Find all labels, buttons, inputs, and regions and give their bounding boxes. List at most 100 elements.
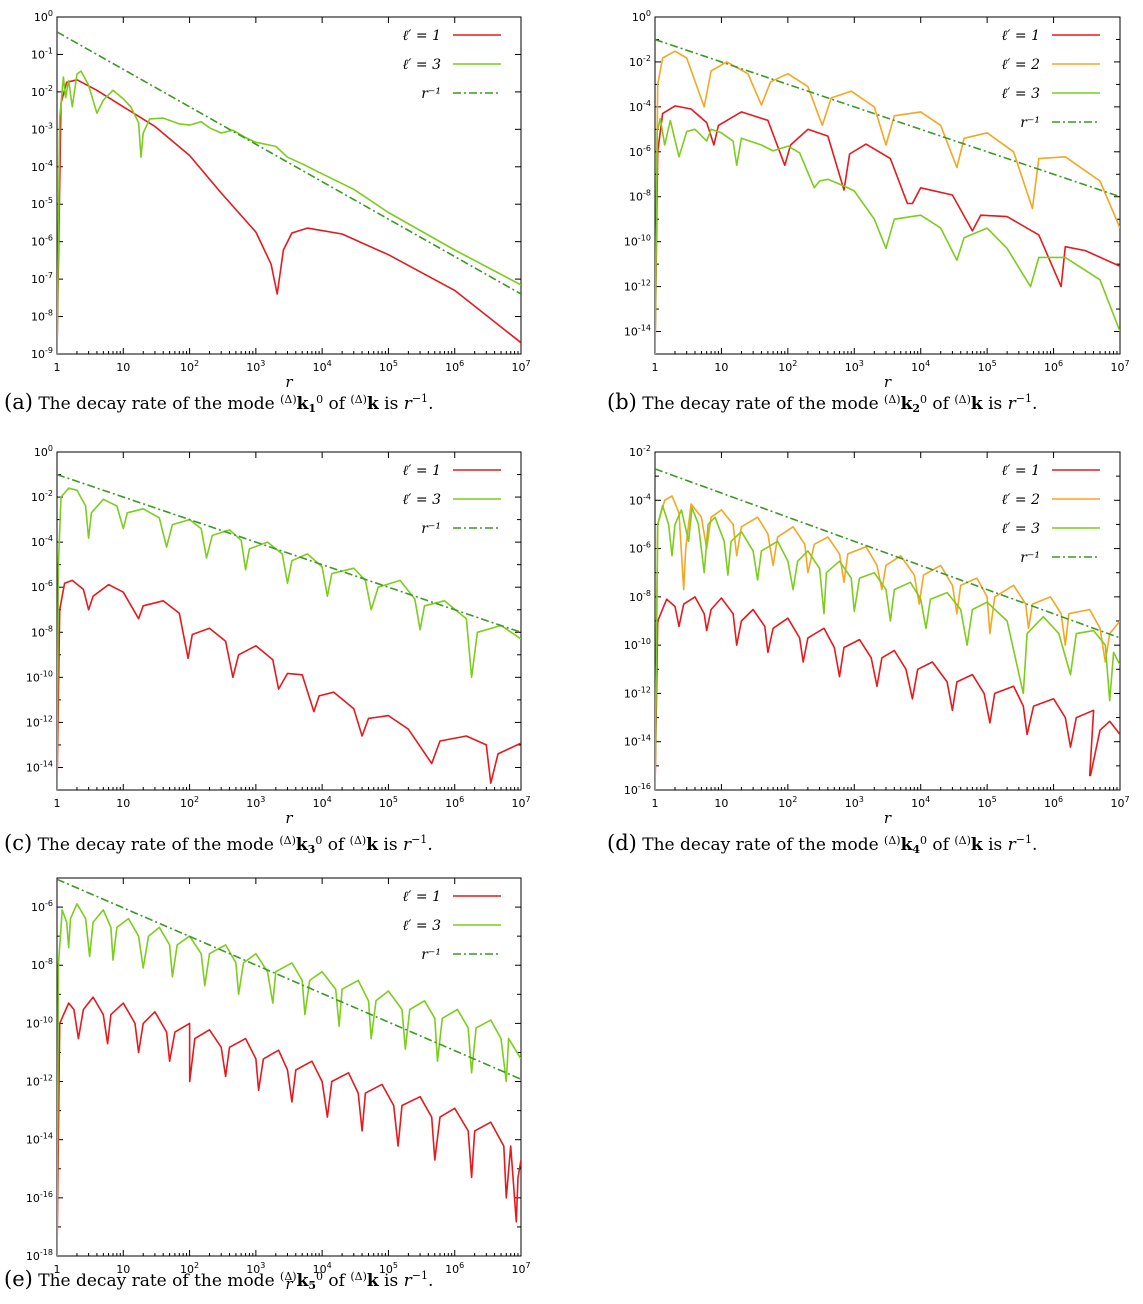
plot-frame xyxy=(56,451,522,791)
series-line-ref xyxy=(655,468,1120,639)
legend-label: ℓ′ = 1 xyxy=(1001,463,1040,479)
y-tick-label: 10-1 xyxy=(31,46,53,61)
y-tick-label: 10-7 xyxy=(31,271,53,286)
legend: ℓ′ = 1 ℓ′ = 2 ℓ′ = 3 r⁻¹ xyxy=(1001,463,1100,566)
x-axis-label: r xyxy=(285,1275,293,1293)
x-tick-label: 102 xyxy=(180,795,199,810)
x-tick-label: 107 xyxy=(1110,359,1129,374)
plot-frame xyxy=(56,877,522,1257)
x-tick-label: 106 xyxy=(1044,359,1063,374)
legend: ℓ′ = 1 ℓ′ = 2 ℓ′ = 3 r⁻¹ xyxy=(1001,28,1100,131)
panel-c: 1 10 102 103 104 105 106 107 100 10-2 10-4 10-6 10-8… xyxy=(4,444,531,856)
panel-caption: (c) The decay rate of the mode (Δ)k30 of… xyxy=(4,831,433,856)
plot-frame xyxy=(654,451,1121,791)
y-tick-label: 10-2 xyxy=(31,489,53,504)
x-tick-label: 1 xyxy=(54,1263,61,1276)
x-tick-label: 103 xyxy=(845,359,864,374)
y-tick-label: 10-8 xyxy=(31,957,53,972)
x-axis-label: r xyxy=(884,809,892,827)
panel-b: 1 10 102 103 104 105 106 107 100 10-2 10-4 10-6 10-8… xyxy=(607,9,1130,415)
x-tick-label: 103 xyxy=(845,795,864,810)
legend-label: ℓ′ = 1 xyxy=(402,28,441,44)
legend-label: ℓ′ = 2 xyxy=(1001,57,1040,73)
y-tick-label: 10-14 xyxy=(26,1132,53,1147)
y-tick-label: 10-10 xyxy=(624,234,651,249)
x-axis-label: r xyxy=(285,373,293,391)
legend-label: r⁻¹ xyxy=(421,86,441,102)
y-tick-label: 10-8 xyxy=(31,309,53,324)
x-tick-label: 1 xyxy=(652,797,659,810)
plot-frame xyxy=(654,16,1121,355)
legend-label: ℓ′ = 3 xyxy=(1001,521,1040,537)
x-tick-label: 103 xyxy=(246,795,265,810)
x-tick-label: 104 xyxy=(313,795,332,810)
y-tick-label: 10-10 xyxy=(26,669,53,684)
panel-caption: (b) The decay rate of the mode (Δ)k20 of… xyxy=(607,390,1037,415)
legend-label: ℓ′ = 3 xyxy=(402,492,441,508)
x-axis-label: r xyxy=(285,809,293,827)
x-tick-label: 10 xyxy=(714,797,728,810)
x-tick-label: 1 xyxy=(54,797,61,810)
y-tick-label: 10-3 xyxy=(31,121,53,136)
panel-e: 1 10 102 103 104 105 106 107 10-6 10-8 10-10 10-12 1… xyxy=(4,877,531,1293)
y-tick-label: 10-4 xyxy=(629,99,651,114)
y-tick-label: 10-14 xyxy=(624,734,651,749)
y-tick-label: 10-10 xyxy=(26,1015,53,1030)
y-tick-label: 10-16 xyxy=(624,782,651,797)
x-tick-label: 103 xyxy=(246,359,265,374)
y-tick-label: 10-12 xyxy=(26,1074,53,1089)
y-tick-label: 10-4 xyxy=(31,159,53,174)
legend-label: ℓ′ = 2 xyxy=(1001,492,1040,508)
x-tick-label: 105 xyxy=(379,795,398,810)
y-tick-label: 10-2 xyxy=(629,54,651,69)
legend: ℓ′ = 1 ℓ′ = 3 r⁻¹ xyxy=(402,28,501,102)
y-tick-label: 10-5 xyxy=(31,196,53,211)
x-tick-label: 1 xyxy=(652,361,659,374)
y-tick-label: 10-14 xyxy=(624,324,651,339)
y-tick-label: 10-8 xyxy=(629,589,651,604)
panel-caption: (d) The decay rate of the mode (Δ)k40 of… xyxy=(607,831,1037,856)
y-tick-label: 10-4 xyxy=(629,492,651,507)
x-tick-label: 102 xyxy=(180,1261,199,1276)
y-tick-label: 100 xyxy=(34,9,53,24)
series-line-l2 xyxy=(655,495,1120,790)
y-tick-label: 10-2 xyxy=(31,84,53,99)
series-line-l3 xyxy=(57,903,521,1256)
series-line-ref xyxy=(57,31,521,295)
plot-frame xyxy=(56,16,522,355)
series-line-l1 xyxy=(57,996,521,1256)
x-tick-label: 106 xyxy=(445,795,464,810)
series-line-l2 xyxy=(655,50,1120,354)
y-tick-label: 10-6 xyxy=(31,234,53,249)
panel-caption: (e) The decay rate of the mode (Δ)k50 of… xyxy=(4,1267,433,1292)
series-line-l3 xyxy=(655,504,1120,790)
series-line-ref xyxy=(57,473,521,634)
x-axis-label: r xyxy=(884,373,892,391)
x-tick-label: 105 xyxy=(978,359,997,374)
y-tick-label: 100 xyxy=(632,9,651,24)
x-tick-label: 1 xyxy=(54,361,61,374)
legend-label: r⁻¹ xyxy=(421,521,441,537)
series-line-l3 xyxy=(57,487,521,790)
legend-label: ℓ′ = 1 xyxy=(402,463,441,479)
y-tick-label: 10-10 xyxy=(624,637,651,652)
x-tick-label: 104 xyxy=(313,1261,332,1276)
x-tick-label: 107 xyxy=(511,359,530,374)
y-tick-label: 10-12 xyxy=(26,714,53,729)
y-tick-label: 10-2 xyxy=(629,444,651,459)
y-tick-label: 10-9 xyxy=(31,346,53,361)
y-tick-label: 10-6 xyxy=(31,579,53,594)
x-tick-label: 103 xyxy=(246,1261,265,1276)
y-tick-label: 10-8 xyxy=(629,189,651,204)
legend-label: r⁻¹ xyxy=(421,947,441,963)
y-tick-label: 10-4 xyxy=(31,534,53,549)
y-tick-label: 10-18 xyxy=(26,1248,53,1263)
x-tick-label: 106 xyxy=(445,1261,464,1276)
panel-caption: (a) The decay rate of the mode (Δ)k10 of… xyxy=(4,390,433,415)
x-tick-label: 105 xyxy=(978,795,997,810)
series-line-ref xyxy=(57,878,521,1080)
x-tick-label: 104 xyxy=(911,795,930,810)
y-tick-label: 10-12 xyxy=(624,685,651,700)
y-tick-label: 10-14 xyxy=(26,759,53,774)
